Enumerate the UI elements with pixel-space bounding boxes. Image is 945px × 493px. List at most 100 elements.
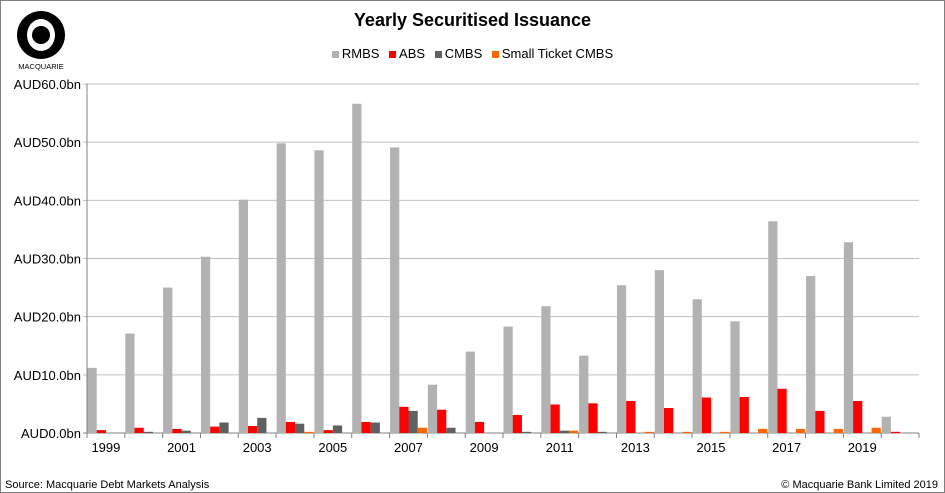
bar-rmbs-2008 (427, 384, 438, 433)
bar-rmbs-2015 (692, 299, 702, 433)
bar-cmbs-2003 (257, 417, 267, 433)
legend-swatch (434, 51, 442, 58)
legend-item-abs: ABS (389, 46, 425, 61)
legend-label: CMBS (444, 46, 483, 61)
bar-cmbs-2012 (597, 431, 607, 433)
legend: RMBS ABS CMBS Small Ticket CMBS (1, 46, 944, 61)
bar-rmbs-2004 (276, 143, 286, 433)
bar-abs-2020 (890, 431, 901, 433)
bar-small-ticket-cmbs-2014 (682, 431, 692, 433)
x-tick-label: 2011 (546, 440, 574, 455)
y-tick-label: AUD30.0bn (14, 252, 81, 267)
bar-abs-2011 (550, 404, 560, 433)
legend-label: Small Ticket CMBS (501, 46, 614, 61)
x-tick-label: 2005 (318, 440, 347, 455)
bar-small-ticket-cmbs-2004 (304, 431, 314, 433)
bar-small-ticket-cmbs-2017 (795, 428, 806, 433)
bar-abs-2004 (285, 421, 296, 433)
bar-cmbs-2000 (143, 431, 153, 433)
bar-abs-2013 (626, 401, 636, 433)
bar-abs-2015 (701, 397, 712, 433)
chart-title: Yearly Securitised Issuance (353, 10, 592, 30)
bar-cmbs-2001 (181, 430, 191, 433)
bar-rmbs-2010 (503, 326, 513, 433)
bar-rmbs-2012 (579, 355, 589, 433)
source-note: Source: Macquarie Debt Markets Analysis (5, 479, 210, 491)
bar-rmbs-2018 (806, 275, 816, 433)
bar-rmbs-2006 (352, 103, 362, 433)
bar-abs-2019 (853, 401, 863, 433)
legend-label: RMBS (341, 46, 380, 61)
bar-small-ticket-cmbs-2013 (644, 431, 654, 433)
bar-rmbs-2003 (238, 199, 248, 433)
bar-abs-2014 (663, 407, 674, 433)
bar-cmbs-2002 (219, 422, 229, 433)
bar-rmbs-2019 (843, 242, 854, 433)
bar-rmbs-2016 (730, 321, 740, 433)
bar-rmbs-2005 (314, 150, 324, 433)
bar-cmbs-2006 (370, 422, 380, 433)
y-tick-label: AUD10.0bn (14, 368, 81, 383)
y-tick-label: AUD0.0bn (21, 426, 81, 441)
x-tick-label: 2001 (167, 440, 196, 455)
bar-abs-1999 (96, 430, 106, 433)
bar-small-ticket-cmbs-2019 (871, 427, 881, 433)
bar-rmbs-2020 (881, 416, 891, 433)
legend-swatch (389, 51, 397, 58)
bar-rmbs-2000 (125, 333, 135, 433)
bar-cmbs-2007 (408, 410, 418, 433)
bar-abs-2017 (777, 388, 787, 433)
legend-swatch (491, 51, 499, 58)
bar-abs-2002 (210, 426, 220, 433)
bar-abs-2007 (399, 406, 409, 433)
bar-cmbs-2004 (295, 423, 305, 433)
x-tick-label: 2009 (470, 440, 499, 455)
y-tick-label: AUD40.0bn (14, 193, 81, 208)
bar-rmbs-1999 (87, 367, 97, 433)
x-tick-label: 2019 (848, 440, 877, 455)
bar-cmbs-2005 (332, 425, 343, 433)
legend-label: ABS (399, 46, 426, 61)
svg-text:MACQUARIE: MACQUARIE (18, 62, 63, 71)
bar-abs-2006 (361, 421, 371, 433)
macquarie-logo: MACQUARIE (17, 11, 65, 71)
bar-rmbs-2014 (654, 270, 664, 433)
bar-cmbs-2010 (521, 431, 532, 433)
copyright-note: © Macquarie Bank Limited 2019 (781, 479, 938, 491)
bar-rmbs-2017 (768, 221, 778, 433)
bar-small-ticket-cmbs-2018 (833, 428, 843, 433)
bar-rmbs-2001 (163, 287, 173, 433)
bar-cmbs-2011 (559, 430, 569, 433)
bar-rmbs-2009 (465, 351, 475, 433)
x-tick-label: 2007 (394, 440, 423, 455)
y-tick-label: AUD20.0bn (14, 310, 81, 325)
bar-small-ticket-cmbs-2015 (720, 431, 730, 433)
bar-abs-2005 (323, 430, 333, 433)
bar-cmbs-2008 (446, 427, 456, 433)
legend-swatch (331, 51, 339, 58)
bar-abs-2010 (512, 414, 522, 433)
bar-abs-2018 (815, 410, 825, 433)
bar-small-ticket-cmbs-2007 (417, 427, 427, 433)
y-tick-label: AUD60.0bn (14, 77, 81, 92)
legend-item-cmbs: CMBS (434, 46, 483, 61)
y-tick-label: AUD50.0bn (14, 135, 81, 150)
bar-rmbs-2011 (541, 306, 551, 433)
bar-small-ticket-cmbs-2016 (758, 428, 768, 433)
bar-abs-2016 (739, 396, 749, 433)
bar-abs-2009 (474, 421, 485, 433)
x-tick-label: 1999 (91, 440, 120, 455)
bar-rmbs-2002 (200, 256, 211, 433)
x-tick-label: 2015 (697, 440, 726, 455)
bar-abs-2001 (172, 428, 182, 433)
bar-abs-2000 (134, 427, 144, 433)
x-tick-label: 2013 (621, 440, 650, 455)
legend-item-small-ticket-cmbs: Small Ticket CMBS (491, 46, 614, 61)
legend-item-rmbs: RMBS (331, 46, 380, 61)
x-tick-label: 2003 (243, 440, 272, 455)
bar-abs-2003 (247, 426, 258, 433)
bar-abs-2008 (437, 409, 447, 433)
bar-rmbs-2013 (616, 285, 627, 433)
